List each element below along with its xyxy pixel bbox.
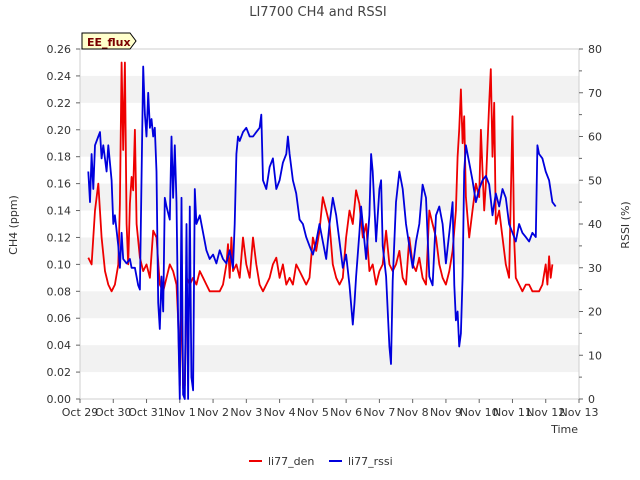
chart-title: LI7700 CH4 and RSSI	[249, 5, 387, 20]
right-axis-ticks: 0 10 20 30 40 50 60 70 80	[579, 43, 602, 406]
y2-tick-label: 40	[588, 218, 602, 231]
y-axis-label: CH4 (ppm)	[7, 195, 20, 255]
x-axis-label: Time	[550, 423, 578, 436]
y2-axis-label: RSSI (%)	[619, 201, 632, 248]
series-line-li77-rssi	[87, 65, 557, 400]
y2-tick-label: 30	[588, 262, 602, 275]
grid-band	[80, 75, 579, 103]
y2-tick-label: 10	[588, 349, 602, 362]
ee-flux-badge: EE_flux	[81, 32, 137, 50]
y-tick-label: 0.08	[47, 285, 72, 298]
y2-tick-label: 20	[588, 306, 602, 319]
y2-tick-label: 60	[588, 131, 602, 144]
grid-band	[80, 183, 579, 211]
x-tick-label: Nov 9	[430, 406, 462, 419]
x-tick-label: Nov 2	[197, 406, 229, 419]
badge-label: EE_flux	[87, 36, 131, 49]
x-tick-label: Oct 31	[128, 406, 165, 419]
x-tick-label: Nov 6	[330, 406, 362, 419]
y-tick-label: 0.20	[47, 124, 72, 137]
x-tick-label: Nov 10	[460, 406, 499, 419]
y2-tick-label: 70	[588, 87, 602, 100]
y-tick-label: 0.16	[47, 178, 72, 191]
left-axis-ticks: 0.00 0.02 0.04 0.06 0.08 0.10 0.12 0.14 0.16 0.18…	[47, 43, 80, 406]
y-tick-label: 0.06	[47, 312, 72, 325]
y-tick-label: 0.02	[47, 366, 72, 379]
legend: li77_den li77_rssi	[249, 455, 393, 468]
y2-tick-label: 80	[588, 43, 602, 56]
x-tick-label: Oct 30	[95, 406, 132, 419]
y-tick-label: 0.04	[47, 339, 72, 352]
badge-shape	[81, 32, 137, 50]
series-lines	[87, 61, 557, 400]
legend-label-li77-den: li77_den	[268, 455, 314, 468]
y-tick-label: 0.24	[47, 70, 72, 83]
grid-band	[80, 291, 579, 319]
y-tick-label: 0.10	[47, 258, 72, 271]
y-tick-label: 0.22	[47, 97, 72, 110]
grid-band	[80, 129, 579, 157]
y-tick-label: 0.18	[47, 151, 72, 164]
x-tick-label: Nov 8	[397, 406, 429, 419]
grid-band	[80, 345, 579, 373]
x-tick-label: Nov 12	[526, 406, 565, 419]
y-tick-label: 0.12	[47, 231, 72, 244]
y-tick-label: 0.26	[47, 43, 72, 56]
x-tick-label: Nov 13	[560, 406, 599, 419]
x-tick-label: Nov 3	[230, 406, 262, 419]
x-tick-label: Oct 29	[62, 406, 99, 419]
y-tick-label: 0.00	[47, 393, 72, 406]
legend-label-li77-rssi: li77_rssi	[348, 455, 393, 468]
y-tick-label: 0.14	[47, 205, 72, 218]
x-tick-label: Nov 1	[164, 406, 196, 419]
y2-tick-label: 0	[588, 393, 595, 406]
x-tick-label: Nov 11	[493, 406, 532, 419]
x-tick-label: Nov 7	[363, 406, 395, 419]
y2-tick-label: 50	[588, 174, 602, 187]
series-line-li77-den	[87, 61, 554, 390]
x-tick-label: Nov 5	[297, 406, 329, 419]
x-tick-label: Nov 4	[264, 406, 296, 419]
